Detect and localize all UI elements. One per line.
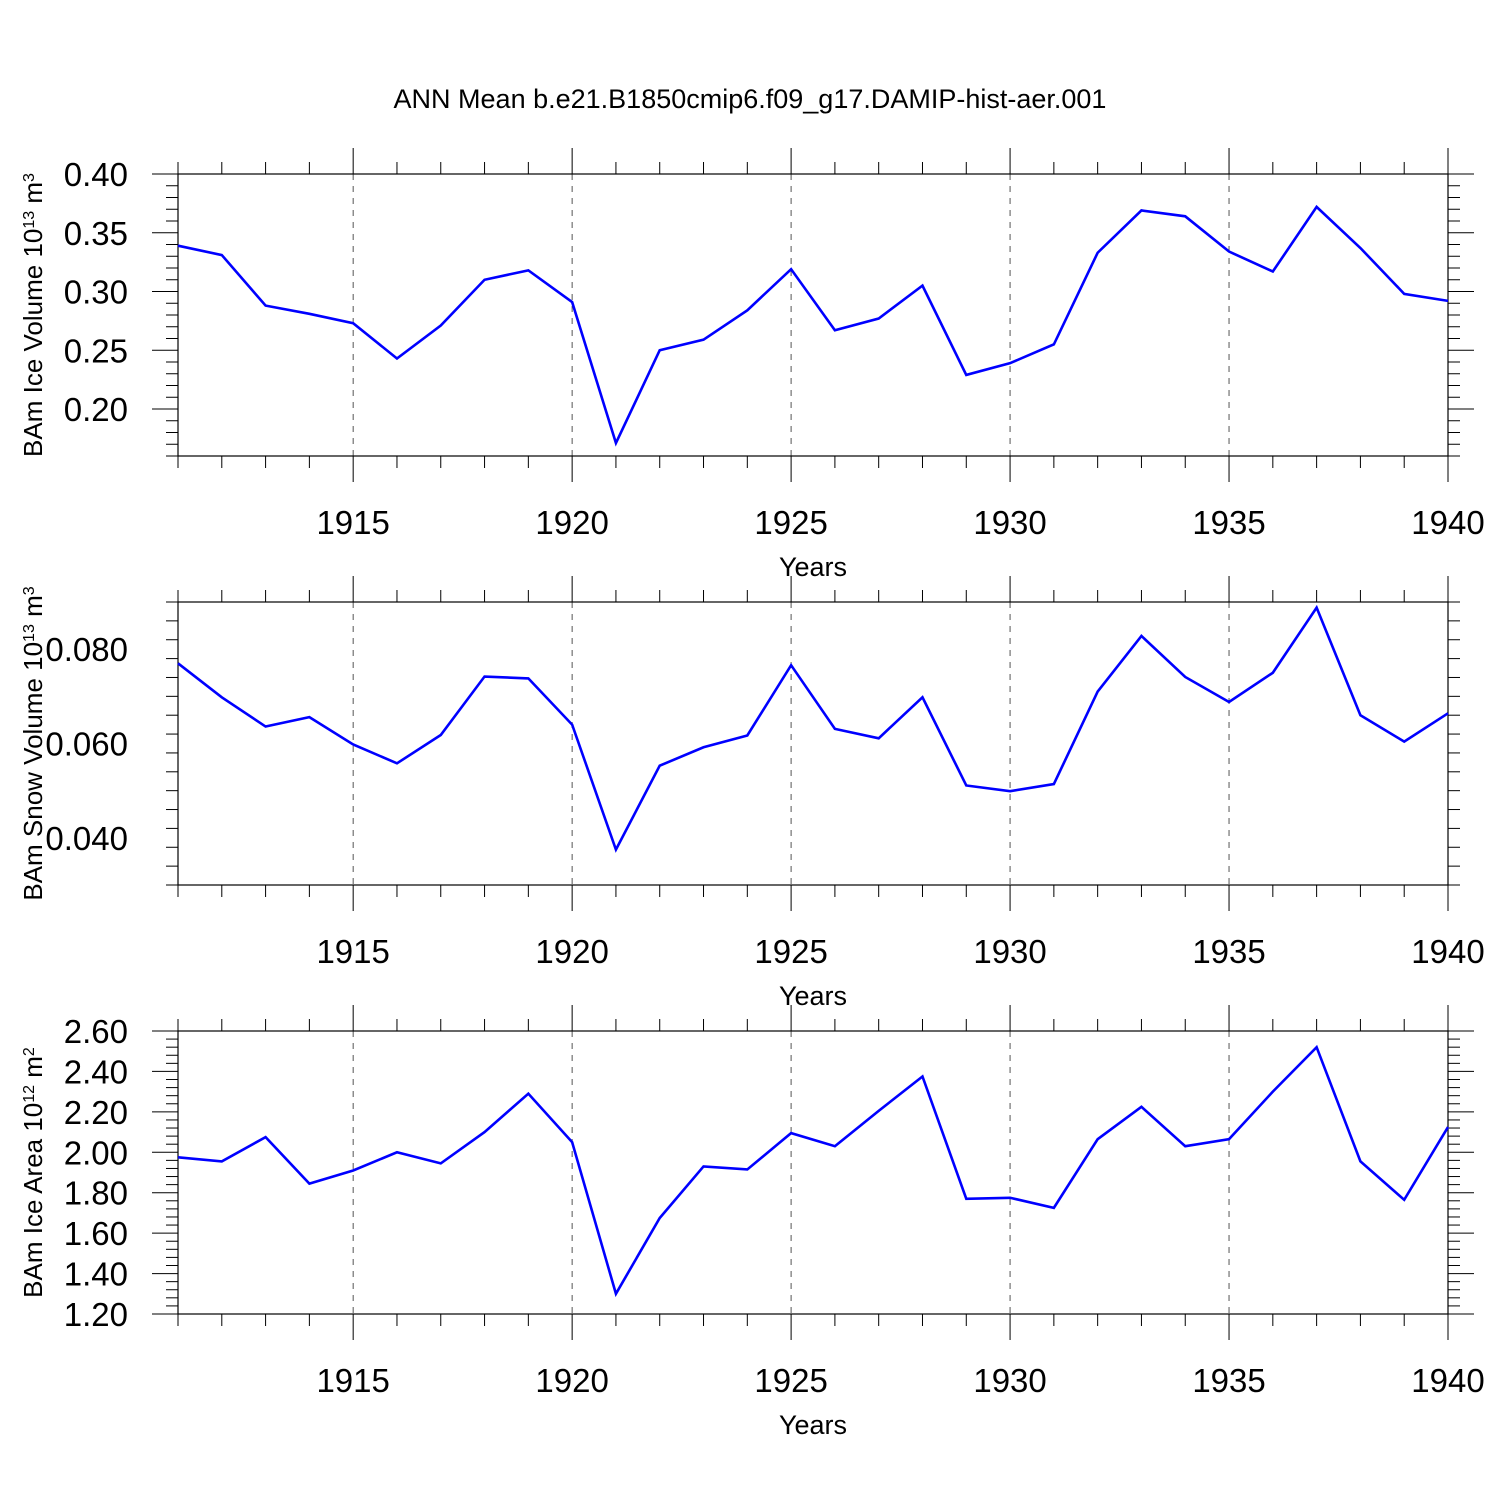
y-tick-label: 2.20	[64, 1094, 128, 1131]
x-tick-label: 1920	[535, 933, 608, 970]
y-tick-label: 2.00	[64, 1134, 128, 1171]
x-tick-label: 1930	[973, 504, 1046, 541]
series-line	[177, 204, 1449, 447]
x-tick-label: 1925	[754, 933, 827, 970]
panel-1: 0.20 0.25 0.30 0.35 0.40 1915 1920 1925 1930 1935…	[18, 148, 1485, 582]
x-tick-label: 1915	[316, 504, 389, 541]
y-axis-title: BAm Ice Area 1012 m2	[18, 1047, 48, 1298]
x-tick-label: 1940	[1411, 504, 1484, 541]
y-tick-label: 1.60	[64, 1215, 128, 1252]
panel-2: 0.040 0.060 0.080 1915 1920 1925 1930 1935 1940 Y…	[18, 576, 1485, 1011]
chart-title: ANN Mean b.e21.B1850cmip6.f09_g17.DAMIP-…	[393, 84, 1107, 114]
x-tick-label: 1925	[754, 504, 827, 541]
y-tick-label: 0.40	[64, 156, 128, 193]
plot-frame	[177, 601, 1449, 886]
y-tick-label: 0.30	[64, 274, 128, 311]
y-tick-label: 1.80	[64, 1175, 128, 1212]
y-tick-label: 0.35	[64, 215, 128, 252]
x-tick-label: 1915	[316, 933, 389, 970]
x-tick-label: 1920	[535, 1362, 608, 1399]
x-tick-label: 1935	[1192, 504, 1265, 541]
panel-3: 1.201.40 1.601.80 2.002.20 2.402.60 1915 1920…	[18, 1005, 1485, 1440]
x-tick-label: 1920	[535, 504, 608, 541]
plot-frame	[177, 173, 1449, 457]
x-tick-label: 1935	[1192, 1362, 1265, 1399]
x-tick-label: 1925	[754, 1362, 827, 1399]
y-tick-label: 0.25	[64, 332, 128, 369]
plot-frame	[177, 1030, 1449, 1315]
y-tick-label: 0.040	[45, 820, 128, 857]
y-tick-label: 2.60	[64, 1013, 128, 1050]
x-axis-title: Years	[779, 552, 847, 582]
y-tick-label: 1.20	[64, 1296, 128, 1333]
x-axis-title: Years	[779, 1410, 847, 1440]
x-tick-label: 1915	[316, 1362, 389, 1399]
y-tick-label: 0.080	[45, 631, 128, 668]
y-tick-label: 0.20	[64, 391, 128, 428]
series-line	[177, 604, 1449, 853]
y-axis-title: BAm Ice Volume 1013 m3	[18, 173, 48, 457]
y-axis-title: BAm Snow Volume 1013 m3	[18, 586, 48, 900]
x-tick-label: 1935	[1192, 933, 1265, 970]
x-axis-title: Years	[779, 981, 847, 1011]
x-tick-label: 1930	[973, 1362, 1046, 1399]
series-line	[177, 1044, 1450, 1298]
y-tick-label: 0.060	[45, 726, 128, 763]
y-tick-label: 1.40	[64, 1256, 128, 1293]
x-tick-label: 1940	[1411, 1362, 1484, 1399]
x-tick-label: 1930	[973, 933, 1046, 970]
x-tick-label: 1940	[1411, 933, 1484, 970]
y-tick-label: 2.40	[64, 1053, 128, 1090]
